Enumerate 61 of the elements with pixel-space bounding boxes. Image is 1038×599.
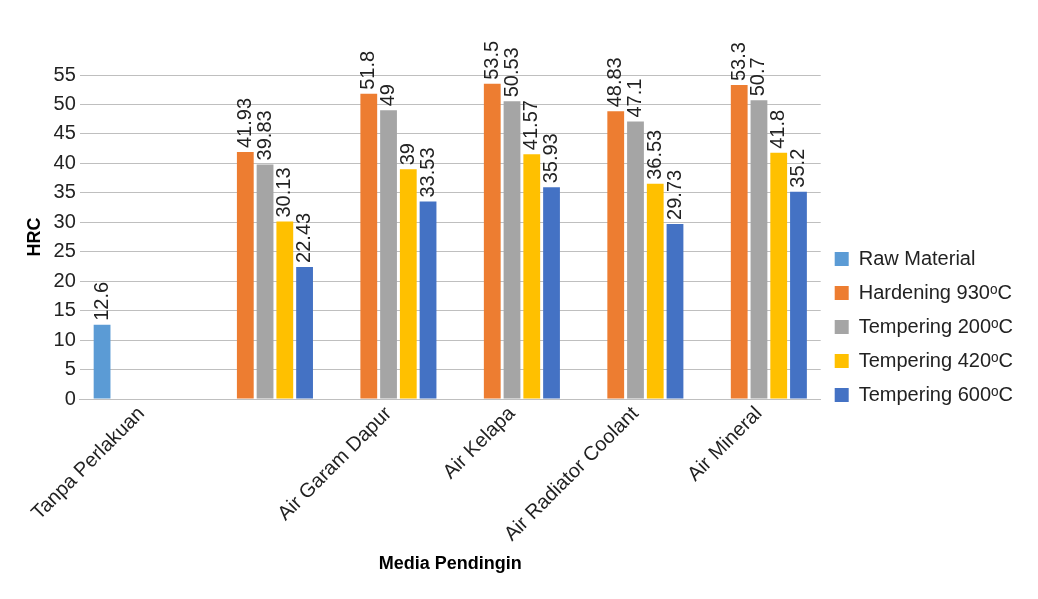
y-tick-label: 20 [53,268,76,291]
bar [770,152,788,399]
bar [380,110,397,399]
data-label: 41.8 [766,109,789,149]
bar [503,101,521,399]
y-tick-label: 10 [53,327,76,350]
legend-label: Hardening 930ᵒC [858,280,1012,303]
bar [483,83,501,399]
legend-label: Tempering 600ᵒC [858,382,1013,405]
legend-label: Raw Material [858,246,976,269]
legend-label: Tempering 420ᵒC [858,348,1013,371]
bar [750,100,768,399]
y-tick-label: 45 [53,121,76,144]
bar [276,221,294,399]
data-label: 47.1 [623,78,645,118]
data-label: 48.83 [603,57,626,108]
bar [419,201,437,399]
data-label: 35.93 [539,133,562,184]
bar [93,324,111,399]
bar [666,223,684,399]
data-label: 41.93 [232,97,255,149]
data-label: 53.5 [479,40,502,80]
bar [790,191,807,399]
bar [646,183,664,399]
data-label: 12.6 [89,281,112,321]
data-label: 39 [395,143,418,166]
data-label: 41.57 [519,100,542,151]
x-axis-title: Media Pendingin [378,553,522,574]
data-label: 51.8 [356,50,379,90]
bar [730,85,748,399]
data-label: 50.53 [499,47,522,98]
data-label: 33.53 [415,147,438,198]
legend-label: Tempering 200ᵒC [858,314,1013,337]
bar [236,152,254,399]
y-tick-label: 25 [53,239,76,262]
data-label: 53.3 [726,42,749,82]
y-tick-label: 30 [53,209,76,232]
data-label: 39.83 [252,110,275,161]
data-label: 36.53 [642,129,665,180]
y-tick-label: 15 [53,298,76,321]
data-label: 22.43 [292,212,315,263]
data-label: 35.2 [785,148,808,188]
bar [627,121,644,399]
data-label: 30.13 [272,167,295,218]
y-tick-label: 50 [53,91,76,114]
y-tick-label: 35 [53,180,76,203]
bar [543,187,560,399]
data-label: 29.73 [662,169,685,220]
data-label: 49 [376,84,399,107]
bar [360,93,378,399]
y-tick-label: 40 [53,150,76,173]
bar [296,266,313,399]
bar [607,111,625,399]
bar [523,154,541,399]
y-axis-title: HRC [23,217,44,257]
bar [256,164,274,399]
y-tick-label: 0 [64,386,76,409]
bar [399,169,417,399]
data-label: 50.7 [746,57,769,97]
y-tick-label: 5 [64,357,76,380]
y-tick-label: 55 [53,62,76,85]
